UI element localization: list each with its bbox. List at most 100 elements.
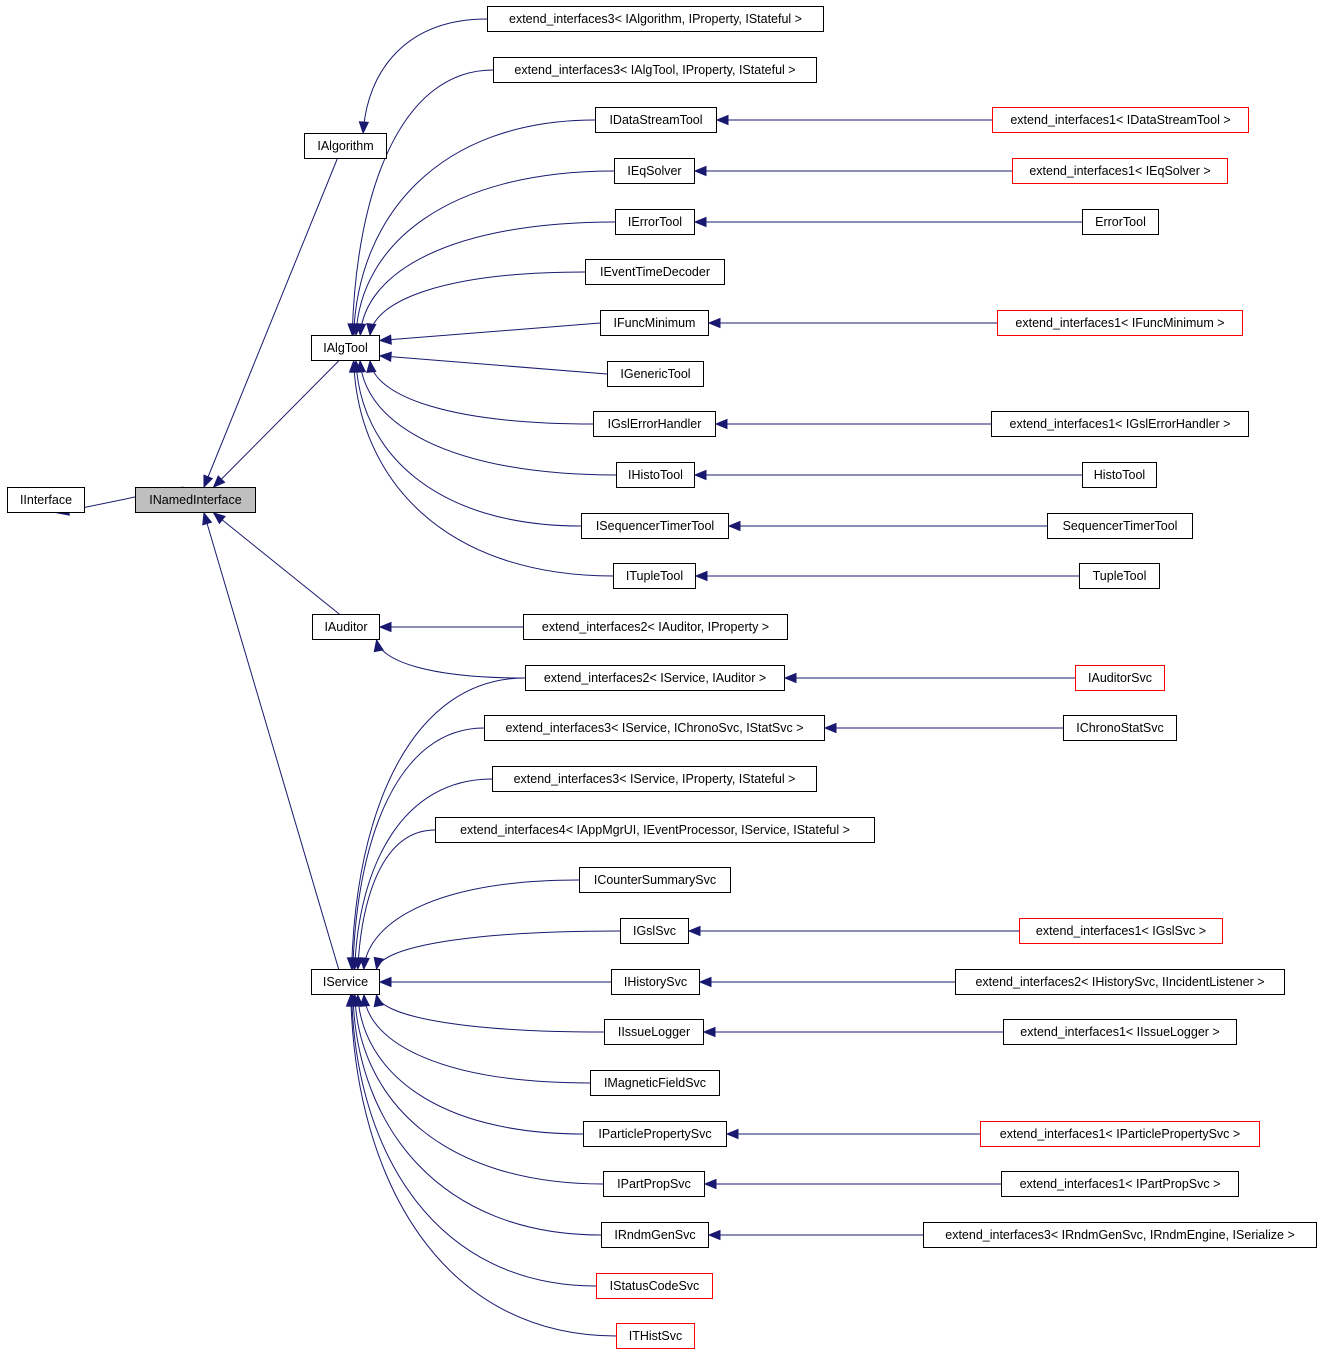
inheritance-edge-ithist-svc-to-iservice (350, 994, 617, 1337)
class-node-ext2svc-aud[interactable]: extend_interfaces2< IService, IAuditor > (525, 665, 785, 691)
class-node-ierror-tool[interactable]: IErrorTool (615, 209, 695, 235)
arrowhead-icon (378, 334, 392, 345)
arrowhead-icon (823, 722, 837, 734)
class-node-igeneric-tool[interactable]: IGenericTool (607, 361, 704, 387)
class-node-ext4[interactable]: extend_interfaces4< IAppMgrUI, IEventPro… (435, 817, 875, 843)
arrowhead-icon (373, 993, 384, 1008)
class-node-ialgorithm[interactable]: IAlgorithm (304, 133, 387, 159)
class-node-ext3chrono[interactable]: extend_interfaces3< IService, IChronoSvc… (484, 715, 825, 741)
arrowhead-icon (693, 469, 707, 481)
class-node-ext3alg[interactable]: extend_interfaces3< IAlgorithm, IPropert… (487, 6, 824, 32)
inheritance-edge-ifunc-minimum-to-ialg-tool (379, 322, 601, 341)
arrowhead-icon (202, 511, 213, 526)
inheritance-edge-ihisto-tool-to-ialg-tool (359, 360, 617, 476)
class-node-ext1gsl-svc[interactable]: extend_interfaces1< IGslSvc > (1019, 918, 1223, 944)
class-node-ext1gsl-err[interactable]: extend_interfaces1< IGslErrorHandler > (991, 411, 1249, 437)
arrowhead-icon (714, 418, 728, 430)
class-node-iauditor[interactable]: IAuditor (312, 614, 380, 640)
class-node-imagnetic-field-svc[interactable]: IMagneticFieldSvc (590, 1070, 720, 1096)
class-node-isequencer-timer-tool[interactable]: ISequencerTimerTool (581, 513, 729, 539)
class-node-ievent-time-decoder[interactable]: IEventTimeDecoder (585, 259, 725, 285)
arrowhead-icon (366, 322, 377, 337)
inheritance-edge-istatus-code-svc-to-iservice (351, 994, 597, 1287)
class-node-ieq-solver[interactable]: IEqSolver (614, 158, 695, 184)
class-node-tuple-tool[interactable]: TupleTool (1079, 563, 1160, 589)
class-node-iissue-logger[interactable]: IIssueLogger (604, 1019, 704, 1045)
inheritance-edge-igeneric-tool-to-ialg-tool (379, 355, 608, 375)
class-node-ext3svc-prop[interactable]: extend_interfaces3< IService, IProperty,… (492, 766, 817, 792)
class-node-iparticle-property-svc[interactable]: IParticlePropertySvc (583, 1121, 727, 1147)
arrowhead-icon (378, 976, 392, 988)
inheritance-edge-icounter-summary-svc-to-iservice (363, 879, 580, 970)
class-node-ifunc-minimum[interactable]: IFuncMinimum (600, 310, 709, 336)
inheritance-edge-ext4-to-iservice (357, 829, 436, 970)
class-node-ext1eq-solver[interactable]: extend_interfaces1< IEqSolver > (1012, 158, 1228, 184)
inheritance-edge-iservice-to-inamed-interface (203, 512, 340, 970)
class-node-ext1issue[interactable]: extend_interfaces1< IIssueLogger > (1003, 1019, 1237, 1045)
class-node-ithist-svc[interactable]: ITHistSvc (616, 1323, 695, 1349)
inheritance-edge-ext3alg-to-ialgorithm (362, 18, 488, 134)
class-node-sequencer-timer-tool[interactable]: SequencerTimerTool (1047, 513, 1193, 539)
class-node-error-tool[interactable]: ErrorTool (1082, 209, 1159, 235)
inheritance-edge-ituple-tool-to-ialg-tool (353, 360, 614, 577)
class-node-ext1func-min[interactable]: extend_interfaces1< IFuncMinimum > (997, 310, 1243, 336)
class-node-ext1ppsvc[interactable]: extend_interfaces1< IPartPropSvc > (1001, 1171, 1239, 1197)
arrowhead-icon (358, 121, 370, 135)
inheritance-edge-igsl-svc-to-iservice (376, 930, 621, 970)
inheritance-edge-iparticle-property-svc-to-iservice (357, 994, 584, 1135)
inheritance-edge-irndm-gen-svc-to-iservice (352, 994, 602, 1236)
arrowhead-icon (698, 976, 712, 988)
class-node-ialg-tool[interactable]: IAlgTool (311, 335, 380, 361)
class-node-ichrono-stat-svc[interactable]: IChronoStatSvc (1063, 715, 1177, 741)
inheritance-edge-imagnetic-field-svc-to-iservice (363, 994, 591, 1084)
arrowhead-icon (693, 216, 707, 228)
class-node-ext3rndm[interactable]: extend_interfaces3< IRndmGenSvc, IRndmEn… (923, 1222, 1317, 1248)
arrowhead-icon (373, 638, 384, 653)
class-node-ituple-tool[interactable]: ITupleTool (613, 563, 696, 589)
arrowhead-icon (355, 323, 367, 337)
class-node-istatus-code-svc[interactable]: IStatusCodeSvc (596, 1273, 713, 1299)
class-node-ihistory-svc[interactable]: IHistorySvc (611, 969, 700, 995)
class-node-ihisto-tool[interactable]: IHistoTool (616, 462, 695, 488)
arrowhead-icon (687, 925, 701, 937)
arrowhead-icon (702, 1026, 716, 1038)
class-node-iinterface[interactable]: IInterface (7, 487, 85, 513)
arrowhead-icon (348, 359, 360, 373)
arrowhead-icon (203, 474, 214, 489)
class-node-ext1data-stream[interactable]: extend_interfaces1< IDataStreamTool > (992, 107, 1249, 133)
inheritance-edge-ext2svc-aud-to-iservice (351, 677, 526, 970)
class-node-inamed-interface[interactable]: INamedInterface (135, 487, 256, 513)
inheritance-edge-iissue-logger-to-iservice (376, 994, 605, 1033)
arrowhead-icon (359, 993, 371, 1007)
arrowhead-icon (783, 672, 797, 684)
arrowhead-icon (212, 512, 226, 525)
arrowhead-icon (725, 1128, 739, 1140)
arrowhead-icon (373, 956, 384, 971)
class-node-ipart-prop-svc[interactable]: IPartPropSvc (603, 1171, 705, 1197)
inheritance-edge-ext3svc-prop-to-iservice (354, 778, 493, 970)
class-node-histo-tool[interactable]: HistoTool (1082, 462, 1157, 488)
class-node-irndm-gen-svc[interactable]: IRndmGenSvc (601, 1222, 709, 1248)
arrowhead-icon (693, 165, 707, 177)
inheritance-edge-idata-stream-tool-to-ialg-tool (353, 119, 596, 336)
arrowhead-icon (366, 359, 377, 374)
class-node-icounter-summary-svc[interactable]: ICounterSummarySvc (579, 867, 731, 893)
inheritance-edge-ext2svc-aud-to-iauditor (376, 639, 526, 679)
class-node-iservice[interactable]: IService (311, 969, 380, 995)
class-node-ext1part-prop[interactable]: extend_interfaces1< IParticlePropertySvc… (980, 1121, 1260, 1147)
inheritance-edge-isequencer-timer-tool-to-ialg-tool (355, 360, 582, 527)
inheritance-edge-ipart-prop-svc-to-iservice (354, 994, 604, 1185)
class-node-ext2history[interactable]: extend_interfaces2< IHistorySvc, IIncide… (955, 969, 1285, 995)
class-node-igsl-error-handler[interactable]: IGslErrorHandler (593, 411, 716, 437)
class-node-igsl-svc[interactable]: IGslSvc (620, 918, 689, 944)
arrowhead-icon (378, 621, 392, 633)
arrowhead-icon (703, 1178, 717, 1190)
class-node-iauditor-svc[interactable]: IAuditorSvc (1075, 665, 1165, 691)
class-node-ext2aud-prop[interactable]: extend_interfaces2< IAuditor, IProperty … (523, 614, 788, 640)
class-node-ext3alg-tool[interactable]: extend_interfaces3< IAlgTool, IProperty,… (493, 57, 817, 83)
inheritance-edge-iauditor-to-inamed-interface (213, 512, 340, 615)
inheritance-edge-ialg-tool-to-inamed-interface (213, 360, 339, 488)
class-node-idata-stream-tool[interactable]: IDataStreamTool (595, 107, 717, 133)
